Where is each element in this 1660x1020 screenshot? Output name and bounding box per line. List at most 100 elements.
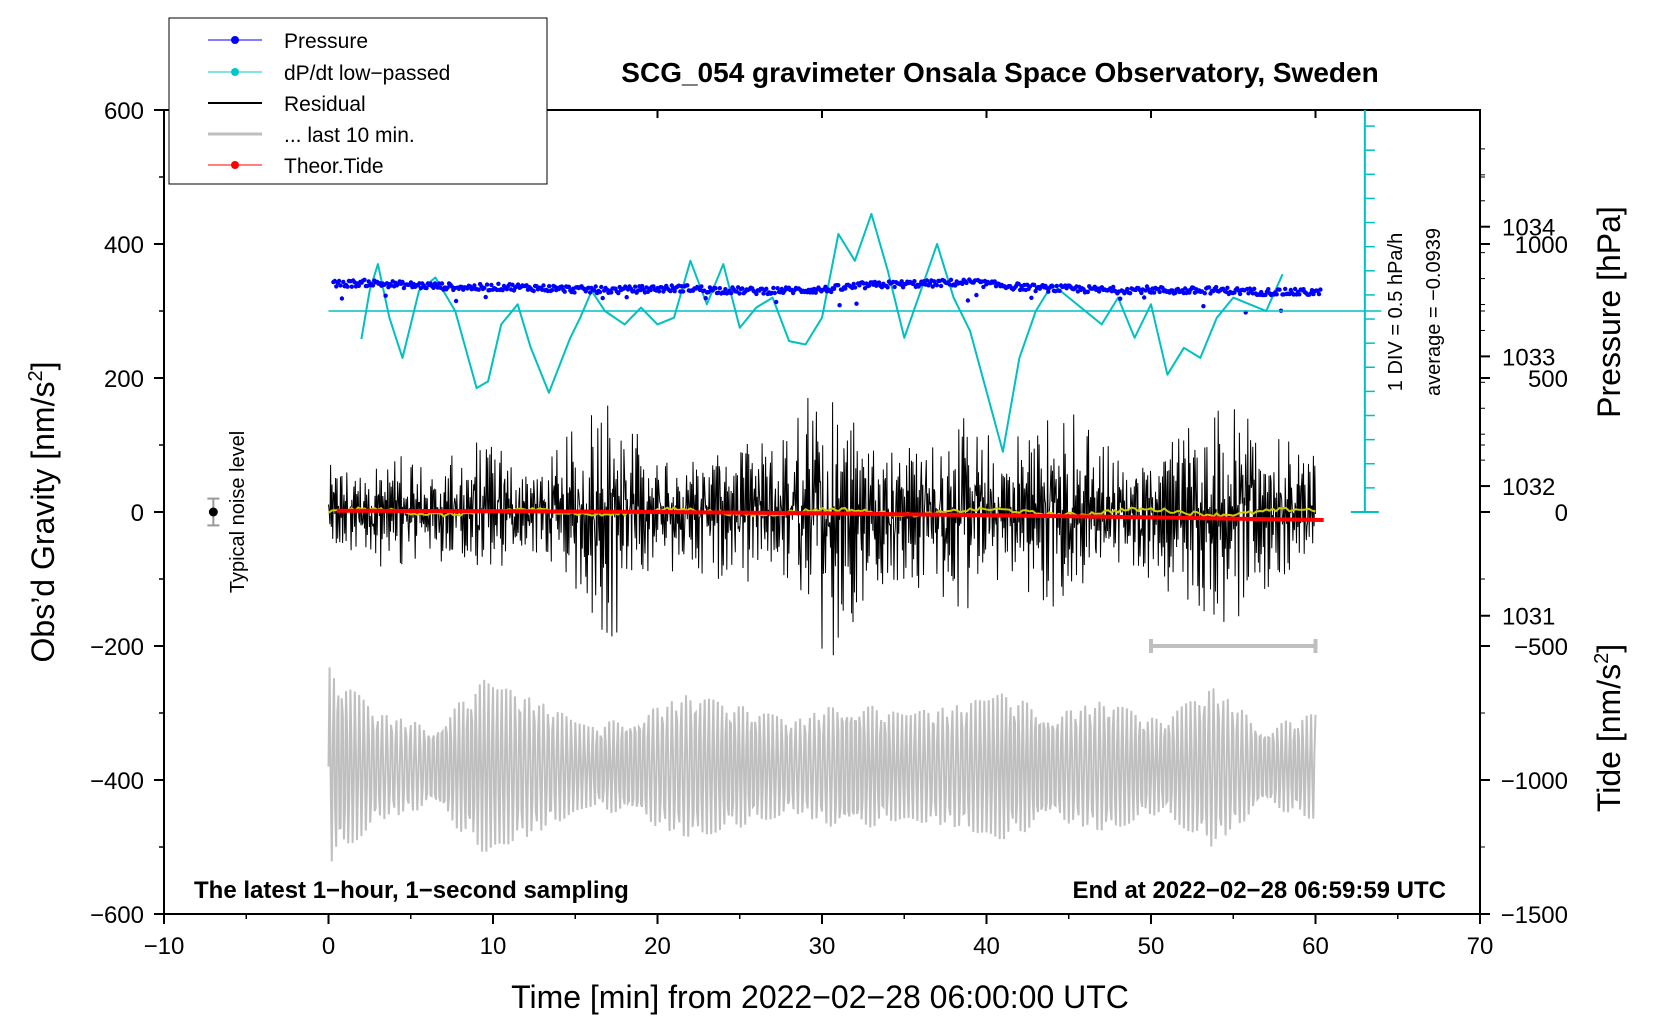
pressure-point <box>934 283 940 288</box>
tide-series <box>336 508 1324 522</box>
pressure-point <box>592 288 597 293</box>
pressure-point <box>482 285 487 291</box>
tide-tick-label: −1500 <box>1501 902 1568 929</box>
pressure-point <box>737 291 742 296</box>
pressure-point <box>1118 296 1123 301</box>
residual-line <box>328 397 1316 656</box>
y-tick-label: −600 <box>90 902 144 929</box>
pressure-point <box>672 289 677 294</box>
pressure-point <box>1160 285 1165 290</box>
pressure-point <box>341 279 346 285</box>
pressure-point <box>754 291 759 297</box>
pressure-point <box>703 296 708 301</box>
pressure-point <box>476 287 481 292</box>
pressure-point <box>831 286 837 291</box>
pressure-point <box>723 287 728 292</box>
annotation-sampling: The latest 1−hour, 1−second sampling <box>194 877 629 904</box>
x-tick-label: −10 <box>144 933 185 960</box>
x-tick-label: 0 <box>322 933 335 960</box>
pressure-point <box>740 286 745 291</box>
x-tick-label: 60 <box>1302 933 1329 960</box>
pressure-point <box>383 293 388 298</box>
pressure-point <box>851 281 856 287</box>
pressure-point <box>531 288 536 294</box>
pressure-point <box>775 286 780 291</box>
legend-label-tide: Theor.Tide <box>284 155 384 178</box>
pressure-point <box>837 303 842 308</box>
legend-item-last10: ... last 10 min. <box>208 124 415 147</box>
legend-marker-pressure <box>231 36 239 44</box>
legend-label-residual: Residual <box>284 93 366 116</box>
pressure-point <box>349 284 354 289</box>
pressure-point <box>401 285 407 291</box>
pressure-point <box>728 290 734 296</box>
pressure-point <box>774 299 779 305</box>
pressure-point <box>1046 289 1051 294</box>
legend-item-tide: Theor.Tide <box>208 155 384 178</box>
pressure-point <box>1283 286 1288 292</box>
tide-tick-label: −1000 <box>1501 768 1568 795</box>
y-axis-title-left: Obs’d Gravity [nm/s2] <box>25 362 61 663</box>
tide-line <box>336 508 1324 522</box>
x-tick-label: 20 <box>644 933 671 960</box>
pressure-point <box>680 289 686 294</box>
legend-marker-tide <box>231 161 239 169</box>
y-tick-label: 200 <box>104 366 144 393</box>
pressure-point <box>541 283 546 288</box>
pressure-point <box>912 279 917 284</box>
pressure-point <box>1277 287 1282 292</box>
pressure-tick-label: 1034 <box>1502 215 1555 242</box>
pressure-point <box>1029 295 1034 300</box>
pressure-point <box>1202 291 1208 296</box>
y-tick-label: 600 <box>104 98 144 125</box>
pressure-point <box>964 280 969 286</box>
dpdt-series <box>360 212 1284 453</box>
x-tick-label: 70 <box>1467 933 1494 960</box>
pressure-point <box>981 284 986 290</box>
pressure-point <box>370 283 376 288</box>
pressure-point <box>1237 291 1243 297</box>
pressure-point <box>974 292 979 298</box>
pressure-point <box>562 289 567 294</box>
pressure-tick-label: 1031 <box>1502 604 1555 631</box>
pressure-point <box>852 285 858 290</box>
tide-tick-label: 500 <box>1528 366 1568 393</box>
last-10-min-series <box>327 667 1317 862</box>
noise-level-label: Typical noise level <box>227 431 249 593</box>
pressure-point <box>587 290 593 295</box>
pressure-point <box>1263 292 1268 298</box>
pressure-point <box>334 284 339 289</box>
dpdt-line <box>360 212 1284 453</box>
pressure-point <box>1085 289 1091 295</box>
last-10-min-line <box>327 667 1317 862</box>
pressure-point <box>685 283 690 288</box>
pressure-point <box>1054 283 1060 289</box>
x-tick-label: 50 <box>1138 933 1165 960</box>
pressure-point <box>600 295 605 301</box>
pressure-point <box>764 286 769 291</box>
pressure-point <box>339 296 345 301</box>
pressure-point <box>633 284 638 289</box>
pressure-point <box>483 294 488 300</box>
pressure-point <box>624 295 629 300</box>
pressure-tick-label: 1032 <box>1502 474 1555 501</box>
y-tick-label: −200 <box>90 634 144 661</box>
pressure-point <box>1225 285 1230 290</box>
pressure-point <box>445 285 450 290</box>
annotation-end-time: End at 2022−02−28 06:59:59 UTC <box>1072 877 1446 904</box>
pressure-point <box>813 290 818 295</box>
x-tick-label: 40 <box>973 933 1000 960</box>
chart-title: SCG_054 gravimeter Onsala Space Observat… <box>621 57 1378 88</box>
pressure-point <box>1139 290 1144 296</box>
y-axis-title-pressure: Pressure [hPa] <box>1591 206 1627 418</box>
pressure-point <box>717 286 722 291</box>
pressure-point <box>504 287 510 292</box>
pressure-point <box>609 290 614 295</box>
pressure-point <box>1252 286 1257 291</box>
x-tick-label: 10 <box>480 933 507 960</box>
pressure-point <box>640 283 645 289</box>
pressure-point <box>400 279 405 285</box>
pressure-point <box>1125 286 1130 292</box>
x-tick-label: 30 <box>809 933 836 960</box>
pressure-point <box>1142 295 1147 300</box>
